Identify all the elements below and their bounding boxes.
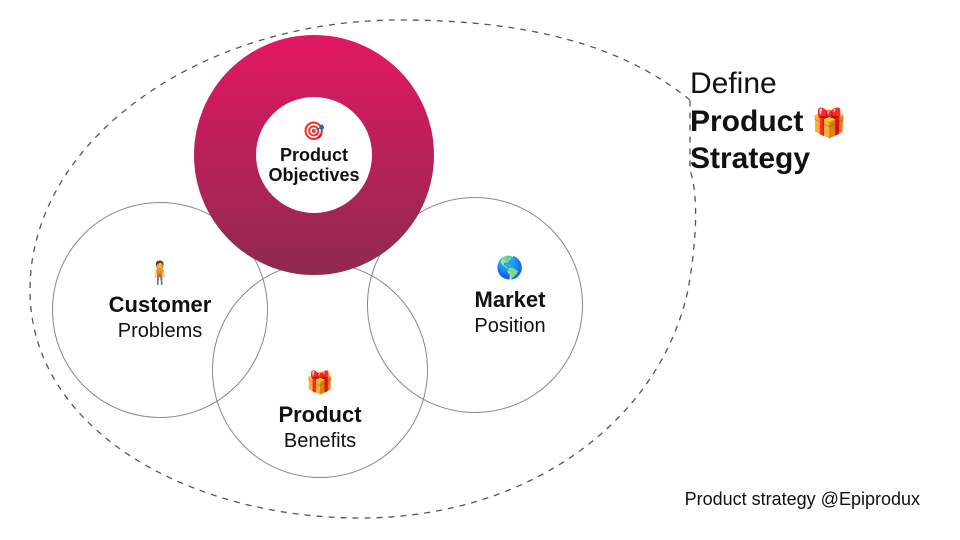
person-icon: 🧍 (70, 260, 250, 286)
label-product-objectives: 🎯 Product Objectives (244, 121, 384, 186)
diagram-stage: 🎯 Product Objectives 🧍 Customer Problems… (0, 0, 960, 540)
gift-icon: 🎁 (230, 370, 410, 396)
diagram-title: Define Product 🎁 Strategy (690, 65, 847, 178)
target-icon: 🎯 (244, 121, 384, 142)
credit-line: Product strategy @Epiprodux (685, 489, 920, 510)
label-market: 🌎 Market Position (420, 255, 600, 338)
label-product: 🎁 Product Benefits (230, 370, 410, 453)
globe-icon: 🌎 (420, 255, 600, 281)
gift-icon: 🎁 (812, 107, 847, 138)
label-customer: 🧍 Customer Problems (70, 260, 250, 343)
